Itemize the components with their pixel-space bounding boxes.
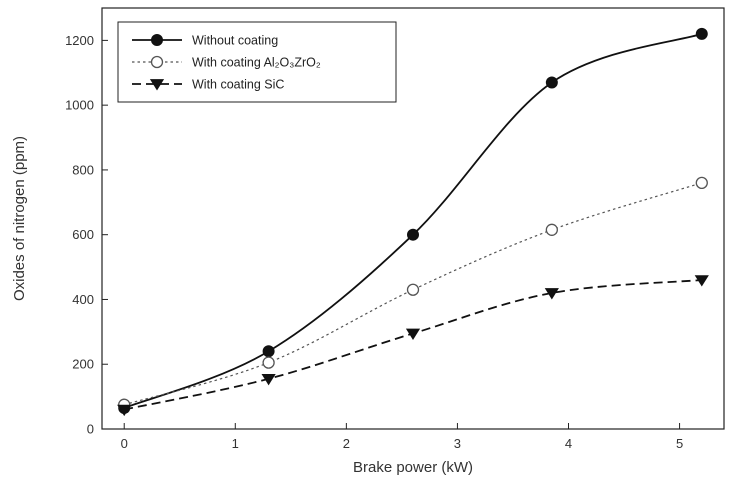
legend: Without coating With coating Al₂O₃ZrO₂ Wit… (117, 21, 397, 103)
y-tick-label: 600 (72, 227, 94, 242)
data-point (544, 288, 559, 300)
y-tick-label: 1000 (65, 98, 94, 113)
plot-frame (101, 7, 725, 430)
x-tick-label: 4 (565, 436, 572, 451)
x-axis-title: Brake power (kW) (353, 459, 473, 476)
legend-entry: With coating SiC (132, 78, 284, 92)
data-point (695, 176, 708, 190)
legend-label: Without coating (192, 34, 278, 48)
legend-entry: Without coating (132, 34, 278, 48)
y-tick-label: 400 (72, 292, 94, 307)
data-point (694, 275, 709, 287)
series-line (124, 279, 702, 411)
data-point (117, 404, 132, 417)
x-tick-label: 2 (343, 436, 350, 451)
series-2 (118, 176, 708, 411)
data-point (262, 345, 275, 358)
legend-box (117, 21, 397, 103)
x-tick-label: 5 (676, 436, 683, 451)
x-axis: 0 1 2 3 4 5 (121, 423, 683, 451)
y-tick-label: 200 (72, 357, 94, 372)
data-point (545, 223, 558, 236)
y-tick-label: 1200 (65, 33, 94, 48)
x-tick-label: 0 (121, 436, 128, 451)
data-point (407, 228, 419, 241)
x-tick-label: 1 (232, 436, 239, 451)
series-layer (117, 27, 709, 417)
legend-label: With coating SiC (192, 78, 284, 92)
legend-entry: With coating Al₂O₃ZrO₂ (132, 56, 321, 70)
legend-marker (151, 34, 163, 46)
data-point (406, 283, 420, 296)
legend-marker (150, 55, 164, 69)
legend-label: With coating Al₂O₃ZrO₂ (192, 56, 321, 70)
x-tick-label: 3 (454, 436, 461, 451)
y-tick-label: 0 (87, 422, 94, 437)
data-point (545, 76, 558, 89)
series-3 (117, 275, 709, 417)
data-point (261, 373, 276, 386)
y-tick-label: 800 (72, 162, 94, 177)
data-point (262, 356, 275, 369)
y-axis: 0 200 400 600 800 1000 1200 (65, 33, 108, 437)
data-point (695, 27, 708, 40)
y-axis-title: Oxides of nitrogen (ppm) (11, 136, 28, 301)
data-point (405, 328, 421, 340)
legend-marker (149, 79, 165, 91)
